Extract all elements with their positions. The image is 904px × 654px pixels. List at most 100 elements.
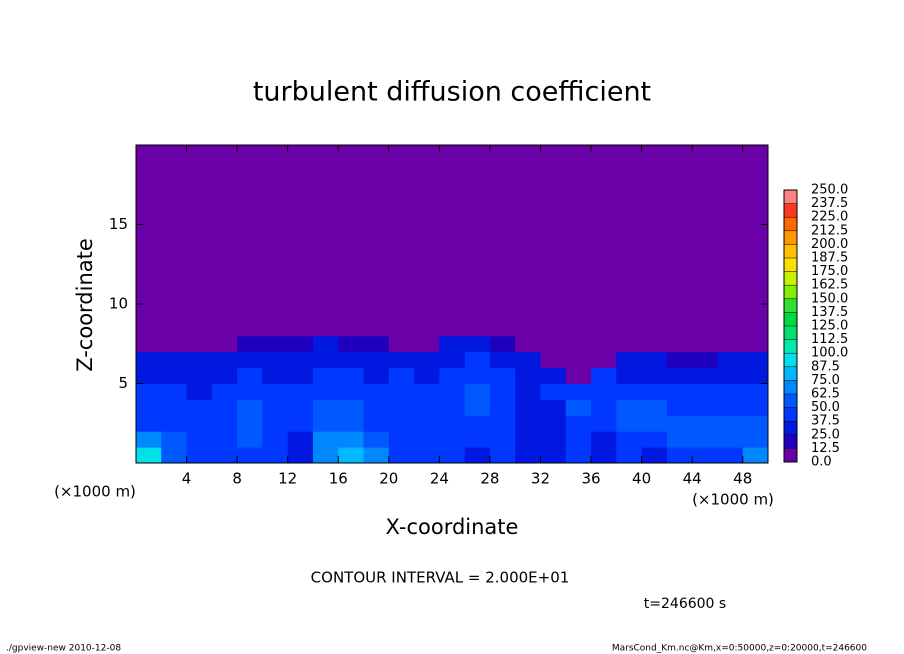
- cell: [515, 319, 541, 337]
- cell: [641, 447, 668, 464]
- cell: [211, 447, 238, 464]
- y-axis-label: Z-coordinate: [73, 238, 97, 372]
- cell: [312, 431, 339, 448]
- cell: [237, 447, 263, 464]
- colorbar-segment: [784, 312, 797, 326]
- cell: [287, 431, 314, 448]
- cell: [565, 319, 592, 337]
- cell: [237, 399, 263, 416]
- colorbar-label: 37.5: [811, 414, 840, 429]
- colorbar-segment: [784, 380, 797, 394]
- cell: [136, 447, 162, 464]
- cell: [262, 319, 289, 337]
- cell: [287, 399, 314, 416]
- cell: [540, 399, 567, 416]
- colorbar-segment: [784, 421, 797, 435]
- cell: [666, 415, 693, 432]
- cell: [515, 431, 541, 448]
- colorbar-segment: [784, 190, 797, 204]
- cell: [489, 415, 516, 432]
- cell: [591, 383, 617, 400]
- cell: [717, 431, 744, 448]
- cell: [742, 383, 769, 400]
- cell: [515, 367, 541, 384]
- cell: [262, 383, 289, 400]
- colorbar-label: 162.5: [811, 278, 848, 293]
- cell: [363, 447, 390, 464]
- colorbar-label: 87.5: [811, 359, 840, 374]
- cell: [565, 335, 592, 353]
- cell: [186, 351, 213, 369]
- y-tick-label: 10: [109, 295, 128, 313]
- cell: [540, 447, 567, 464]
- cell: [692, 367, 718, 384]
- x-tick-label: 44: [683, 470, 702, 488]
- colorbar-label: 225.0: [811, 210, 848, 225]
- cell: [515, 351, 541, 369]
- cell: [136, 399, 162, 416]
- x-tick-label: 32: [531, 470, 550, 488]
- colorbar-segment: [784, 434, 797, 449]
- cell: [742, 335, 769, 353]
- cell: [388, 319, 415, 337]
- cell: [641, 431, 668, 448]
- cell: [237, 367, 263, 384]
- cell: [161, 415, 188, 432]
- cell: [211, 431, 238, 448]
- cell: [211, 415, 238, 432]
- colorbar-segment: [784, 271, 797, 286]
- cell: [464, 431, 491, 448]
- cell: [186, 447, 213, 464]
- x-tick-label: 20: [379, 470, 398, 488]
- cell: [363, 319, 390, 337]
- cell: [742, 447, 769, 464]
- cell: [388, 399, 415, 416]
- cell: [262, 431, 289, 448]
- cell: [363, 335, 390, 353]
- x-tick-label: 12: [278, 470, 297, 488]
- colorbar-label: 100.0: [811, 346, 848, 361]
- cell: [414, 367, 440, 384]
- cell: [338, 431, 365, 448]
- colorbar-label: 125.0: [811, 319, 848, 334]
- cell: [439, 383, 466, 400]
- cell: [136, 335, 162, 353]
- cell: [489, 319, 516, 337]
- cell: [591, 319, 617, 337]
- cell: [540, 383, 567, 400]
- cell: [439, 367, 466, 384]
- cell: [515, 383, 541, 400]
- cell: [262, 447, 289, 464]
- cell: [464, 399, 491, 416]
- cell: [666, 447, 693, 464]
- cell: [338, 367, 365, 384]
- cell: [312, 399, 339, 416]
- cell: [464, 335, 491, 353]
- cell: [692, 447, 718, 464]
- colorbar-label: 175.0: [811, 264, 848, 279]
- cell: [692, 399, 718, 416]
- cell: [363, 351, 390, 369]
- cell: [565, 415, 592, 432]
- cell: [742, 415, 769, 432]
- x-tick-label: 16: [329, 470, 348, 488]
- cell: [186, 335, 213, 353]
- cell: [414, 415, 440, 432]
- cell: [388, 431, 415, 448]
- cell: [388, 351, 415, 369]
- cell: [489, 431, 516, 448]
- footer-right: MarsCond_Km.nc@Km,x=0:50000,z=0:20000,t=…: [612, 644, 867, 654]
- cell: [186, 383, 213, 400]
- cell: [616, 447, 643, 464]
- colorbar-segment: [784, 203, 797, 218]
- colorbar-segment: [784, 217, 797, 231]
- cell: [136, 367, 162, 384]
- colorbar-segment: [784, 394, 797, 408]
- cell: [489, 351, 516, 369]
- colorbar-label: 112.5: [811, 332, 848, 347]
- colorbar-label: 200.0: [811, 237, 848, 252]
- x-axis-label: X-coordinate: [386, 515, 519, 539]
- cell: [591, 431, 617, 448]
- colorbar-label: 250.0: [811, 183, 848, 198]
- colorbar-segment: [784, 407, 797, 422]
